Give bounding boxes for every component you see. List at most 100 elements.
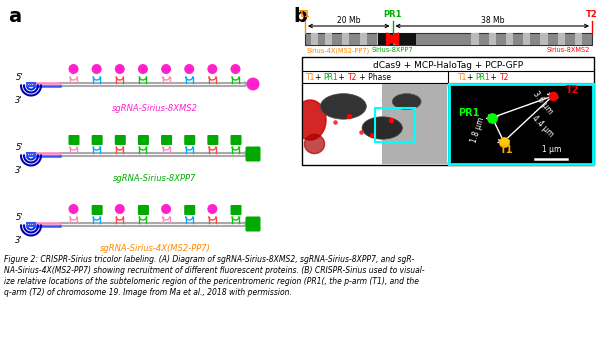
Text: +: + [314,73,323,82]
FancyBboxPatch shape [115,135,126,145]
Ellipse shape [115,204,125,214]
FancyBboxPatch shape [230,205,241,215]
Ellipse shape [161,64,171,74]
Ellipse shape [68,204,79,214]
Point [330,120,340,125]
Bar [575,33,582,45]
Bar [523,33,530,45]
Bar [398,33,416,45]
Ellipse shape [184,64,194,74]
Bar [382,84,447,164]
FancyBboxPatch shape [184,205,195,215]
Text: 3.6 μm: 3.6 μm [531,90,554,116]
Text: PR1: PR1 [475,73,490,82]
Point [499,139,509,144]
FancyBboxPatch shape [161,135,172,145]
FancyBboxPatch shape [68,135,79,145]
Text: 4.4 μm: 4.4 μm [530,113,555,139]
Polygon shape [386,33,398,45]
Bar [311,33,318,45]
FancyBboxPatch shape [245,147,260,161]
Bar [506,33,513,45]
Polygon shape [304,134,325,154]
Text: T1: T1 [306,73,316,82]
Text: 3': 3' [16,96,23,105]
Text: 1 μm: 1 μm [542,145,561,154]
Ellipse shape [230,64,241,74]
Ellipse shape [92,64,101,74]
Ellipse shape [115,64,125,74]
Text: Sirius-8XMS2: Sirius-8XMS2 [547,47,590,53]
Text: ize relative locations of the subtelomeric region of the pericentromeric region : ize relative locations of the subtelomer… [4,277,419,286]
Text: Sirius-8XPP7: Sirius-8XPP7 [372,47,413,53]
Text: NA-Sirius-4X(MS2-PP7) showing recruitment of different fluorescent proteins. (B): NA-Sirius-4X(MS2-PP7) showing recruitmen… [4,266,425,275]
Text: T2: T2 [348,73,358,82]
Text: 5': 5' [16,143,23,152]
Text: Sirius-4X(MS2-PP7): Sirius-4X(MS2-PP7) [307,47,370,54]
Text: +: + [335,73,347,82]
Text: sgRNA-Sirius-8XMS2: sgRNA-Sirius-8XMS2 [112,104,198,113]
Bar [541,33,548,45]
FancyBboxPatch shape [92,205,103,215]
Bar [375,108,415,142]
Ellipse shape [138,64,148,74]
FancyBboxPatch shape [138,135,149,145]
Bar [305,33,592,45]
Bar [343,33,349,45]
Text: T2: T2 [586,10,598,19]
Text: b: b [293,7,307,26]
FancyBboxPatch shape [245,216,260,232]
Point [487,115,497,120]
Text: 5': 5' [16,213,23,222]
Circle shape [320,94,367,119]
Bar [325,33,332,45]
Text: PR1: PR1 [323,73,338,82]
Point [548,93,557,99]
Text: q-arm (T2) of chromosome 19. Image from Ma et al., 2018 with permission.: q-arm (T2) of chromosome 19. Image from … [4,288,292,297]
Ellipse shape [68,64,79,74]
Circle shape [362,117,403,139]
Point [367,132,377,138]
Text: a: a [8,7,21,26]
FancyBboxPatch shape [92,135,103,145]
FancyBboxPatch shape [184,135,195,145]
Text: T1: T1 [458,73,467,82]
Ellipse shape [247,78,260,91]
Polygon shape [386,33,398,45]
Text: T1: T1 [500,145,514,155]
Bar [302,57,594,165]
Circle shape [392,94,421,110]
Text: PR1: PR1 [458,108,480,118]
Text: 1.8 μm: 1.8 μm [469,116,486,144]
Text: T1: T1 [299,10,311,19]
Bar [488,33,496,45]
Bar [378,33,392,45]
Bar [359,33,367,45]
Text: + Phase: + Phase [356,73,391,82]
Ellipse shape [161,204,171,214]
Text: dCas9 + MCP-HaloTag + PCP-GFP: dCas9 + MCP-HaloTag + PCP-GFP [373,61,523,70]
Bar [557,33,565,45]
Text: 3': 3' [16,166,23,175]
Ellipse shape [208,204,217,214]
Text: 5': 5' [16,73,23,82]
Text: Figure 2: CRISPR-Sirius tricolor labeling. (A) Diagram of sgRNA-Sirius-8XMS2, sg: Figure 2: CRISPR-Sirius tricolor labelin… [4,255,415,264]
Text: +: + [467,73,475,82]
FancyBboxPatch shape [230,135,241,145]
Text: T2: T2 [500,73,509,82]
Text: sgRNA-Sirius-8XPP7: sgRNA-Sirius-8XPP7 [113,174,197,183]
Text: 3': 3' [16,236,23,245]
Point [356,129,365,135]
Text: 38 Mb: 38 Mb [481,16,504,25]
Bar [472,33,479,45]
Text: PR1: PR1 [383,10,402,19]
FancyBboxPatch shape [138,205,149,215]
Bar [377,33,384,45]
Point [344,113,354,119]
Text: 5 μm: 5 μm [334,146,353,155]
Text: T2: T2 [566,85,580,95]
Point [386,117,395,123]
Ellipse shape [208,64,217,74]
FancyBboxPatch shape [208,135,218,145]
Text: +: + [488,73,499,82]
